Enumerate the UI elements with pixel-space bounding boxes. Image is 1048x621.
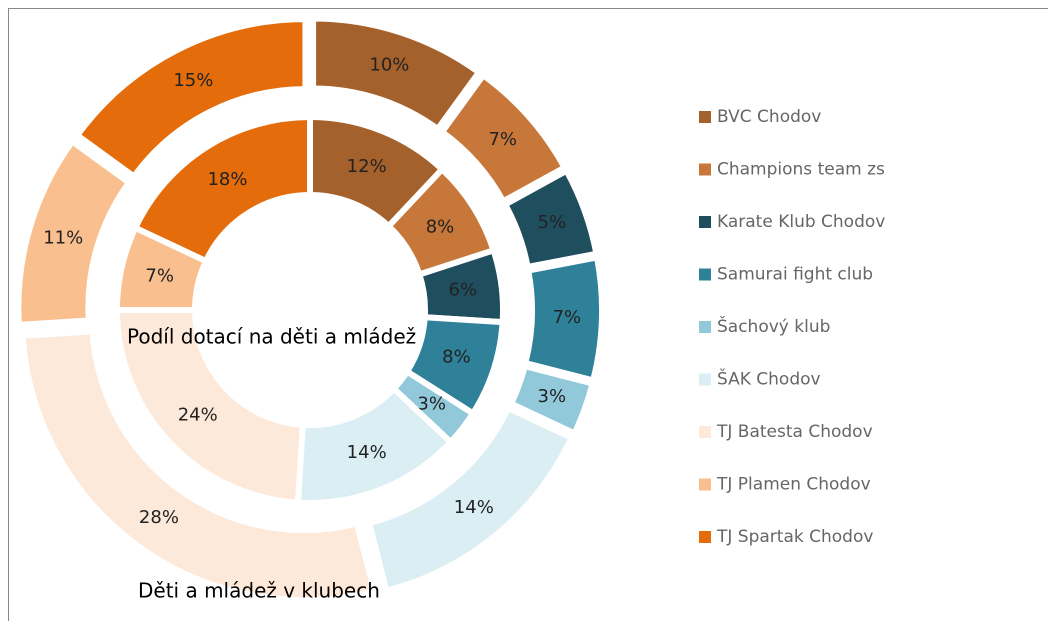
legend-label: Šachový klub	[717, 315, 830, 337]
legend-label: TJ Batesta Chodov	[716, 422, 873, 442]
slice	[73, 16, 309, 181]
data-label: 24%	[178, 404, 218, 425]
legend-swatch	[699, 373, 711, 386]
data-label: 10%	[369, 55, 409, 76]
legend-swatch	[699, 268, 711, 281]
data-label: 5%	[538, 212, 567, 233]
data-label: 7%	[553, 307, 582, 328]
data-label: 15%	[173, 70, 213, 91]
data-label: 8%	[442, 347, 471, 368]
data-label: 3%	[538, 386, 567, 407]
data-label: 6%	[449, 280, 478, 301]
slice	[310, 15, 484, 134]
legend-swatch	[699, 426, 711, 438]
legend-swatch	[699, 216, 711, 228]
legend-swatch	[699, 321, 711, 333]
legend-label: TJ Spartak Chodov	[716, 527, 873, 547]
slice	[437, 71, 569, 206]
slice	[501, 166, 600, 271]
slice	[507, 362, 597, 438]
data-label: 14%	[347, 442, 387, 463]
legend-label: Karate Klub Chodov	[717, 212, 885, 232]
slice	[521, 253, 605, 385]
legend-label: Samurai fight club	[717, 265, 873, 285]
series-label: Děti a mládež v klubech	[138, 579, 380, 603]
slice	[131, 113, 313, 266]
legend-label: TJ Plamen Chodov	[716, 475, 871, 495]
data-label: 11%	[43, 227, 83, 248]
legend-label: ŠAK Chodov	[717, 368, 821, 390]
data-label: 12%	[347, 156, 387, 177]
data-label: 8%	[426, 216, 455, 237]
legend-swatch	[699, 478, 711, 491]
data-label: 3%	[417, 393, 446, 414]
slice	[113, 307, 306, 506]
data-label: 14%	[454, 497, 494, 518]
slice	[365, 403, 576, 595]
legend-swatch	[699, 111, 711, 123]
legend-swatch	[699, 531, 711, 543]
legend-swatch	[699, 163, 711, 176]
legend-label: BVC Chodov	[717, 107, 821, 127]
data-label: 28%	[139, 507, 179, 528]
series-label: Podíl dotací na děti a mládež	[127, 325, 416, 349]
data-label: 7%	[488, 129, 517, 150]
slice	[19, 328, 378, 604]
data-label: 18%	[207, 169, 247, 190]
legend-label: Champions team zs	[717, 160, 885, 180]
data-label: 7%	[145, 265, 174, 286]
slice	[15, 137, 134, 329]
